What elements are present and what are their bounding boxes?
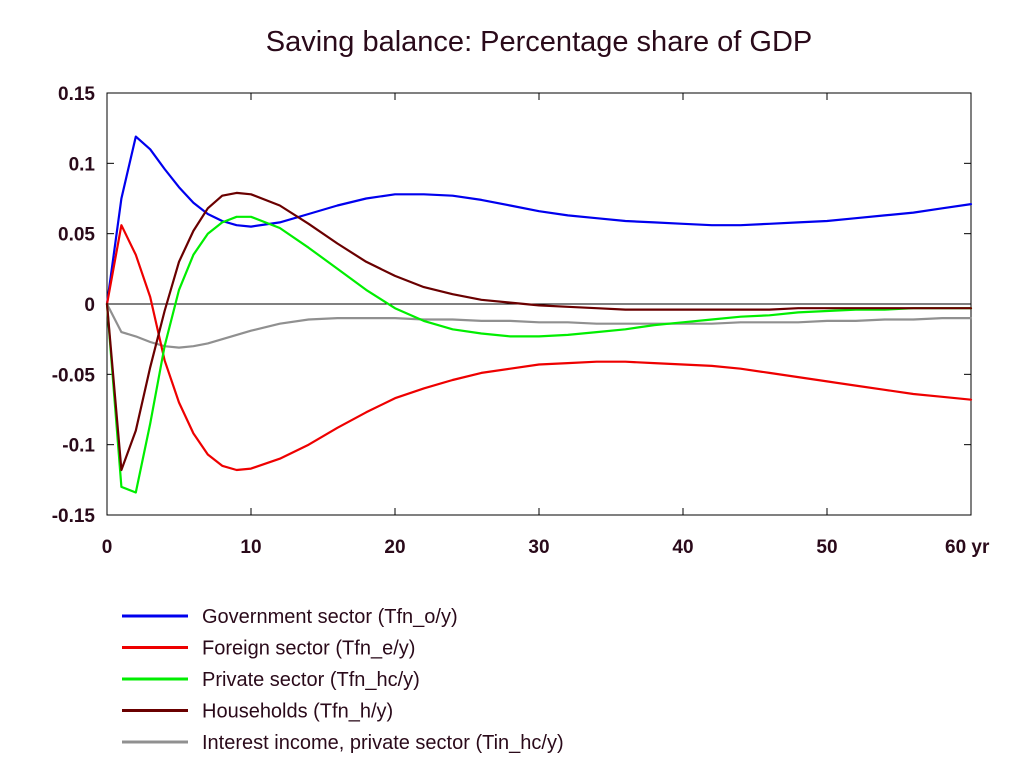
legend-label-3: Households (Tfn_h/y) — [202, 701, 393, 723]
x-tick-label: 60 yr — [945, 537, 990, 558]
x-tick-label: 0 — [102, 537, 113, 558]
y-tick-label: -0.1 — [62, 436, 95, 457]
legend-label-0: Government sector (Tfn_o/y) — [202, 606, 458, 628]
y-tick-label: 0.1 — [69, 154, 96, 175]
y-tick-label: -0.15 — [52, 506, 96, 527]
series-line-4 — [105, 302, 973, 349]
x-tick-label: 40 — [672, 537, 693, 558]
legend-label-2: Private sector (Tfn_hc/y) — [202, 669, 420, 691]
x-tick-label: 50 — [816, 537, 837, 558]
y-tick-label: 0.15 — [58, 84, 95, 105]
legend: Government sector (Tfn_o/y) Foreign secto… — [122, 606, 564, 754]
x-tick-label: 20 — [384, 537, 405, 558]
series-line-1 — [105, 224, 973, 472]
x-tick-label: 30 — [528, 537, 549, 558]
series-lines — [105, 135, 973, 494]
y-tick-label: 0 — [84, 295, 95, 316]
legend-label-1: Foreign sector (Tfn_e/y) — [202, 638, 415, 660]
x-tick-label: 10 — [240, 537, 261, 558]
series-line-2 — [105, 215, 973, 494]
chart-title: Saving balance: Percentage share of GDP — [266, 26, 813, 58]
axis-ticks: 0.15 0.1 0.05 0 -0.05 -0.1 -0.15 0 10 20 30 40 50 60 … — [52, 84, 990, 558]
series-line-3 — [105, 191, 973, 472]
y-tick-label: -0.05 — [52, 365, 96, 386]
legend-label-4: Interest income, private sector (Tin_hc/… — [202, 732, 564, 754]
series-line-0 — [105, 135, 973, 306]
y-tick-label: 0.05 — [58, 225, 95, 246]
